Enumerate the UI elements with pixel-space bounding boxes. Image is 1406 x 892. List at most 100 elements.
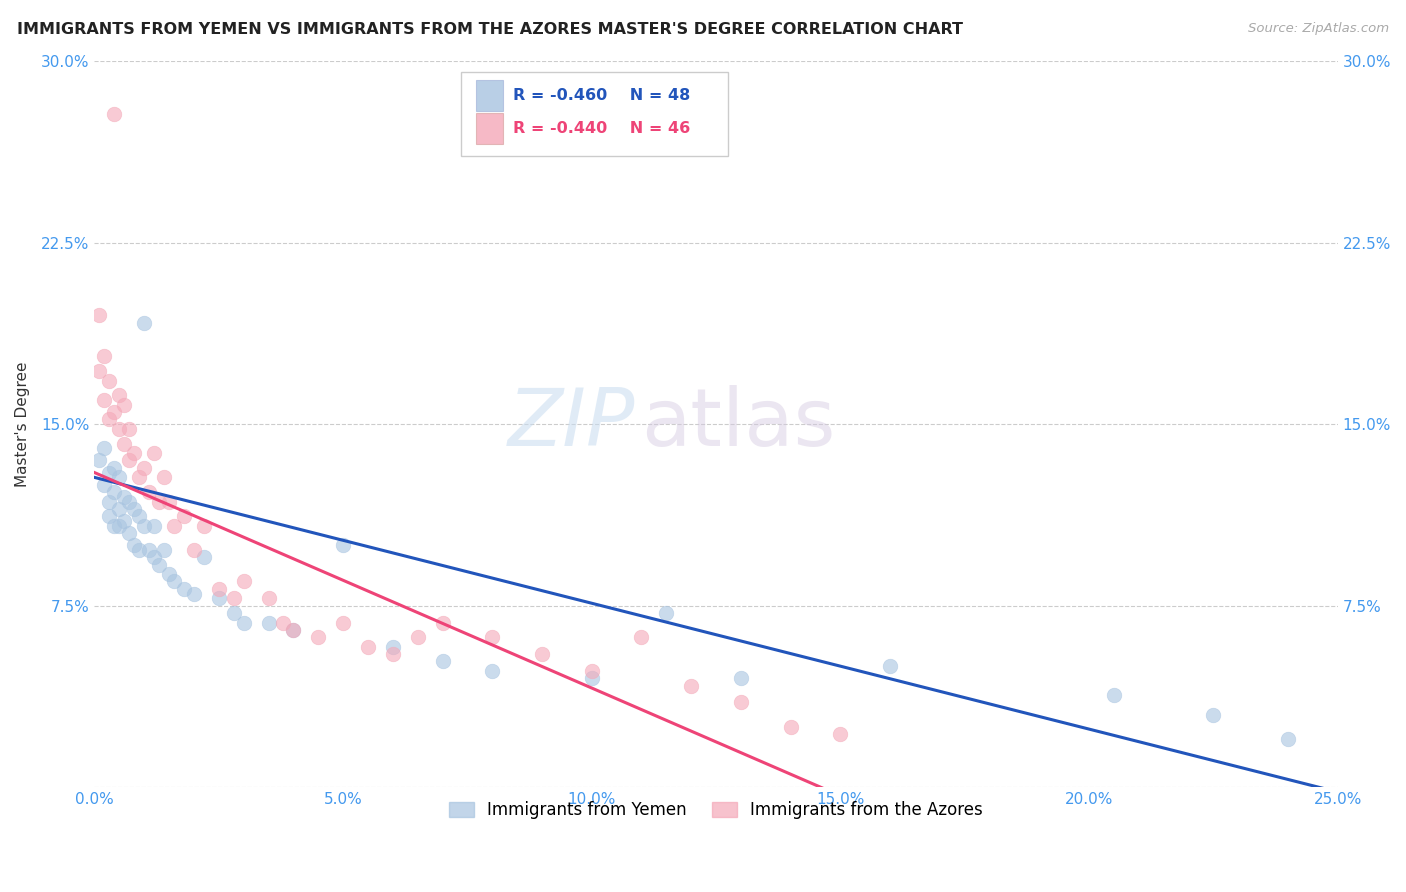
Point bbox=[222, 591, 245, 606]
Point bbox=[118, 526, 141, 541]
Point bbox=[128, 509, 150, 524]
Point bbox=[730, 696, 752, 710]
Point bbox=[98, 494, 121, 508]
Point bbox=[128, 543, 150, 558]
Point bbox=[112, 398, 135, 412]
Point bbox=[98, 466, 121, 480]
Point bbox=[103, 405, 125, 419]
Point bbox=[122, 538, 145, 552]
Point bbox=[163, 574, 186, 589]
Point bbox=[681, 679, 703, 693]
Point bbox=[134, 316, 156, 330]
Point bbox=[1277, 731, 1299, 746]
Text: Source: ZipAtlas.com: Source: ZipAtlas.com bbox=[1249, 22, 1389, 36]
Point bbox=[481, 664, 503, 678]
Point bbox=[118, 422, 141, 436]
Point bbox=[108, 388, 131, 402]
Point bbox=[122, 446, 145, 460]
Point bbox=[153, 470, 176, 484]
Text: R = -0.440    N = 46: R = -0.440 N = 46 bbox=[513, 121, 690, 136]
FancyBboxPatch shape bbox=[477, 113, 503, 144]
Point bbox=[257, 591, 280, 606]
Point bbox=[307, 630, 329, 644]
Point bbox=[581, 671, 603, 685]
Point bbox=[406, 630, 429, 644]
Point bbox=[208, 582, 231, 596]
Point bbox=[183, 586, 205, 600]
Point bbox=[138, 484, 160, 499]
Point bbox=[232, 574, 254, 589]
Point bbox=[93, 442, 115, 456]
Point bbox=[432, 654, 454, 668]
Point bbox=[93, 350, 115, 364]
Point bbox=[879, 659, 901, 673]
Point bbox=[530, 647, 553, 661]
Point bbox=[157, 567, 180, 582]
Point bbox=[148, 558, 170, 572]
Point bbox=[143, 518, 166, 533]
Point bbox=[283, 623, 305, 637]
Point bbox=[134, 460, 156, 475]
Point bbox=[381, 647, 404, 661]
Text: R = -0.460    N = 48: R = -0.460 N = 48 bbox=[513, 87, 690, 103]
Point bbox=[89, 308, 111, 322]
Text: IMMIGRANTS FROM YEMEN VS IMMIGRANTS FROM THE AZORES MASTER'S DEGREE CORRELATION : IMMIGRANTS FROM YEMEN VS IMMIGRANTS FROM… bbox=[17, 22, 963, 37]
Point bbox=[193, 518, 215, 533]
Point bbox=[432, 615, 454, 630]
Point bbox=[143, 446, 166, 460]
Point bbox=[332, 538, 354, 552]
Point bbox=[183, 543, 205, 558]
Point bbox=[89, 364, 111, 378]
Point bbox=[93, 392, 115, 407]
Point bbox=[98, 509, 121, 524]
Point bbox=[103, 460, 125, 475]
Point bbox=[103, 484, 125, 499]
Point bbox=[108, 518, 131, 533]
Point bbox=[357, 640, 380, 654]
Point bbox=[138, 543, 160, 558]
Point bbox=[108, 422, 131, 436]
Point bbox=[163, 518, 186, 533]
Point bbox=[655, 606, 678, 620]
Point bbox=[193, 550, 215, 565]
Point bbox=[283, 623, 305, 637]
Point bbox=[89, 453, 111, 467]
Point bbox=[153, 543, 176, 558]
Point bbox=[112, 436, 135, 450]
Point bbox=[134, 518, 156, 533]
Y-axis label: Master's Degree: Master's Degree bbox=[15, 361, 30, 487]
Point bbox=[118, 453, 141, 467]
Point bbox=[273, 615, 295, 630]
Point bbox=[481, 630, 503, 644]
Point bbox=[98, 374, 121, 388]
Point bbox=[108, 501, 131, 516]
Point bbox=[381, 640, 404, 654]
Point bbox=[173, 509, 195, 524]
Point bbox=[779, 720, 801, 734]
FancyBboxPatch shape bbox=[461, 72, 728, 155]
Point bbox=[118, 494, 141, 508]
Point bbox=[222, 606, 245, 620]
Point bbox=[1102, 688, 1125, 702]
Point bbox=[103, 518, 125, 533]
Point bbox=[128, 470, 150, 484]
Point bbox=[112, 514, 135, 528]
Point bbox=[232, 615, 254, 630]
Point bbox=[332, 615, 354, 630]
Legend: Immigrants from Yemen, Immigrants from the Azores: Immigrants from Yemen, Immigrants from t… bbox=[443, 795, 990, 826]
Point bbox=[1202, 707, 1225, 722]
Point bbox=[122, 501, 145, 516]
Point bbox=[93, 477, 115, 491]
FancyBboxPatch shape bbox=[477, 80, 503, 111]
Point bbox=[157, 494, 180, 508]
Point bbox=[148, 494, 170, 508]
Point bbox=[257, 615, 280, 630]
Text: atlas: atlas bbox=[641, 385, 835, 463]
Point bbox=[581, 664, 603, 678]
Point bbox=[830, 727, 852, 741]
Point bbox=[173, 582, 195, 596]
Point bbox=[98, 412, 121, 426]
Point bbox=[208, 591, 231, 606]
Point bbox=[630, 630, 652, 644]
Text: ZIP: ZIP bbox=[508, 385, 636, 463]
